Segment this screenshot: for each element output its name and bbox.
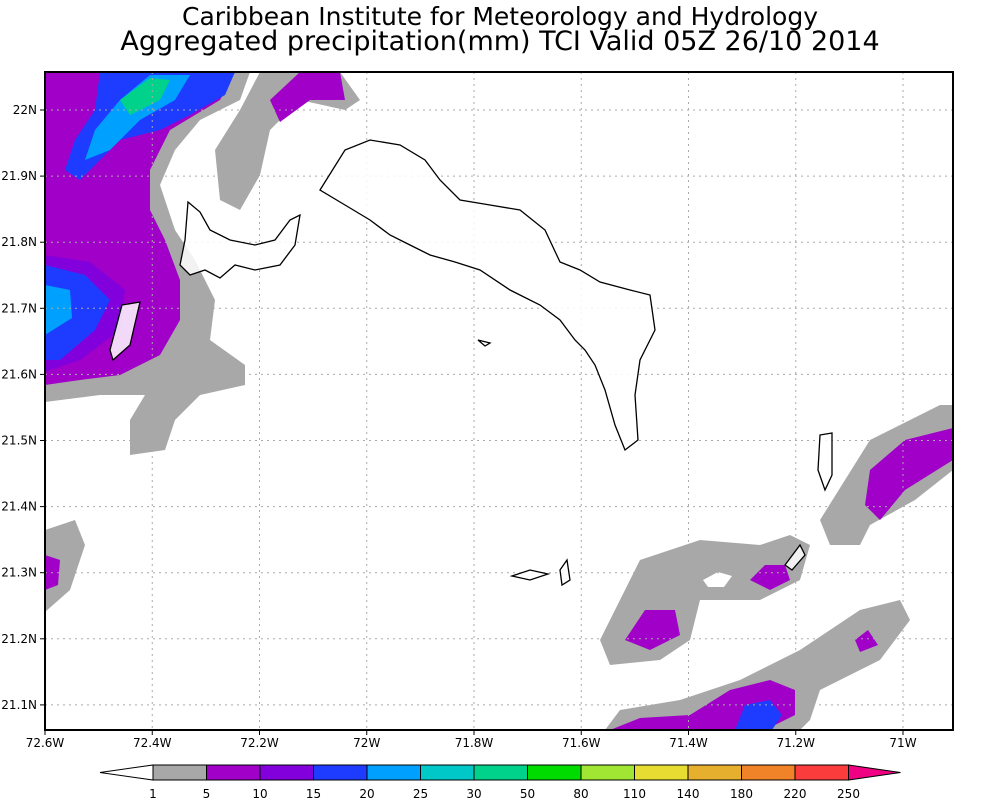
title-product: Aggregated precipitation(mm) TCI Valid 0… [120, 26, 880, 57]
colorbar-segment [313, 764, 368, 781]
contour-5-10 [750, 565, 790, 590]
island-salt-cay [784, 543, 806, 571]
colorbar-under-arrow [99, 764, 154, 781]
lon-tick-label: 71.8W [455, 736, 494, 750]
contour-30-50 [120, 78, 170, 115]
island-grand-turk [817, 432, 833, 492]
lat-tick-label: 21.9N [1, 169, 37, 183]
contour-5-10 [625, 610, 680, 650]
lon-tick-label: 71.6W [562, 736, 601, 750]
lon-tick-label: 71.2W [776, 736, 815, 750]
title-institute: Caribbean Institute for Meteorology and … [182, 2, 818, 31]
lat-tick-label: 21.7N [1, 301, 37, 315]
island-cay [477, 339, 492, 347]
lon-tick-label: 72.6W [26, 736, 65, 750]
colorbar-segment [741, 764, 796, 781]
gridlines [45, 72, 953, 730]
colorbar-segment [420, 764, 475, 781]
island-cay [509, 569, 551, 581]
contour-1-5 [45, 520, 85, 612]
precip-contours [45, 72, 953, 730]
colorbar-label: 10 [252, 787, 267, 800]
lat-tick-label: 21.8N [1, 235, 37, 249]
colorbar-label: 80 [573, 787, 588, 800]
contour-below-1 [703, 572, 732, 587]
island-north-middle-caicos [319, 139, 656, 452]
colorbar-segment [259, 764, 314, 781]
colorbar-segment [473, 764, 528, 781]
colorbar-segment [527, 764, 582, 781]
colorbar-segment [687, 764, 742, 781]
colorbar-label: 50 [520, 787, 535, 800]
colorbar-label: 30 [466, 787, 481, 800]
lat-tick-label: 21.5N [1, 434, 37, 448]
lat-tick-label: 21.3N [1, 566, 37, 580]
lon-tick-label: 72.2W [240, 736, 279, 750]
contour-5-10 [855, 630, 878, 652]
colorbar-label: 250 [837, 787, 860, 800]
island-west-caicos [109, 301, 141, 362]
contour-5-10 [865, 428, 953, 520]
lat-tick-label: 22N [13, 103, 37, 117]
contour-5-10 [270, 72, 345, 122]
colorbar-segment [634, 764, 689, 781]
contour-1-5 [605, 600, 910, 730]
contour-15-20 [65, 72, 235, 180]
lon-tick-label: 71.4W [669, 736, 708, 750]
contour-15-20 [735, 700, 782, 730]
contour-20-25 [45, 285, 72, 335]
colorbar-label: 220 [784, 787, 807, 800]
colorbar-label: 1 [149, 787, 157, 800]
colorbar: 1 5 10 15 20 25 30 50 80 110 140 180 220 250 [99, 764, 901, 800]
colorbar-label: 25 [413, 787, 428, 800]
contour-1-5 [600, 535, 810, 665]
contour-20-25 [85, 75, 190, 160]
island-providenciales [179, 200, 301, 279]
colorbar-segment [794, 764, 849, 781]
lon-tick-label: 72W [353, 736, 380, 750]
contour-1-5 [215, 72, 360, 210]
lat-tick-label: 21.6N [1, 367, 37, 381]
colorbar-label: 15 [306, 787, 321, 800]
lat-tick-label: 21.1N [1, 698, 37, 712]
lon-tick-label: 71W [889, 736, 916, 750]
lon-tick-label: 72.4W [133, 736, 172, 750]
colorbar-segment [206, 764, 261, 781]
colorbar-over-arrow [848, 764, 901, 781]
colorbar-segment [580, 764, 635, 781]
colorbar-label: 20 [359, 787, 374, 800]
colorbar-label: 5 [203, 787, 211, 800]
colorbar-label: 140 [677, 787, 700, 800]
colorbar-segment [152, 764, 207, 781]
lat-tick-label: 21.4N [1, 500, 37, 514]
colorbar-segment [366, 764, 421, 781]
island-cay [559, 558, 571, 587]
lat-tick-label: 21.2N [1, 632, 37, 646]
plot-frame [44, 71, 954, 731]
coastlines [109, 139, 833, 587]
axis-ticks: 72.6W 72.4W 72.2W 72W 71.8W 71.6W 71.4W 71.2W 71… [1, 103, 916, 750]
colorbar-label: 110 [623, 787, 646, 800]
colorbar-label: 180 [730, 787, 753, 800]
